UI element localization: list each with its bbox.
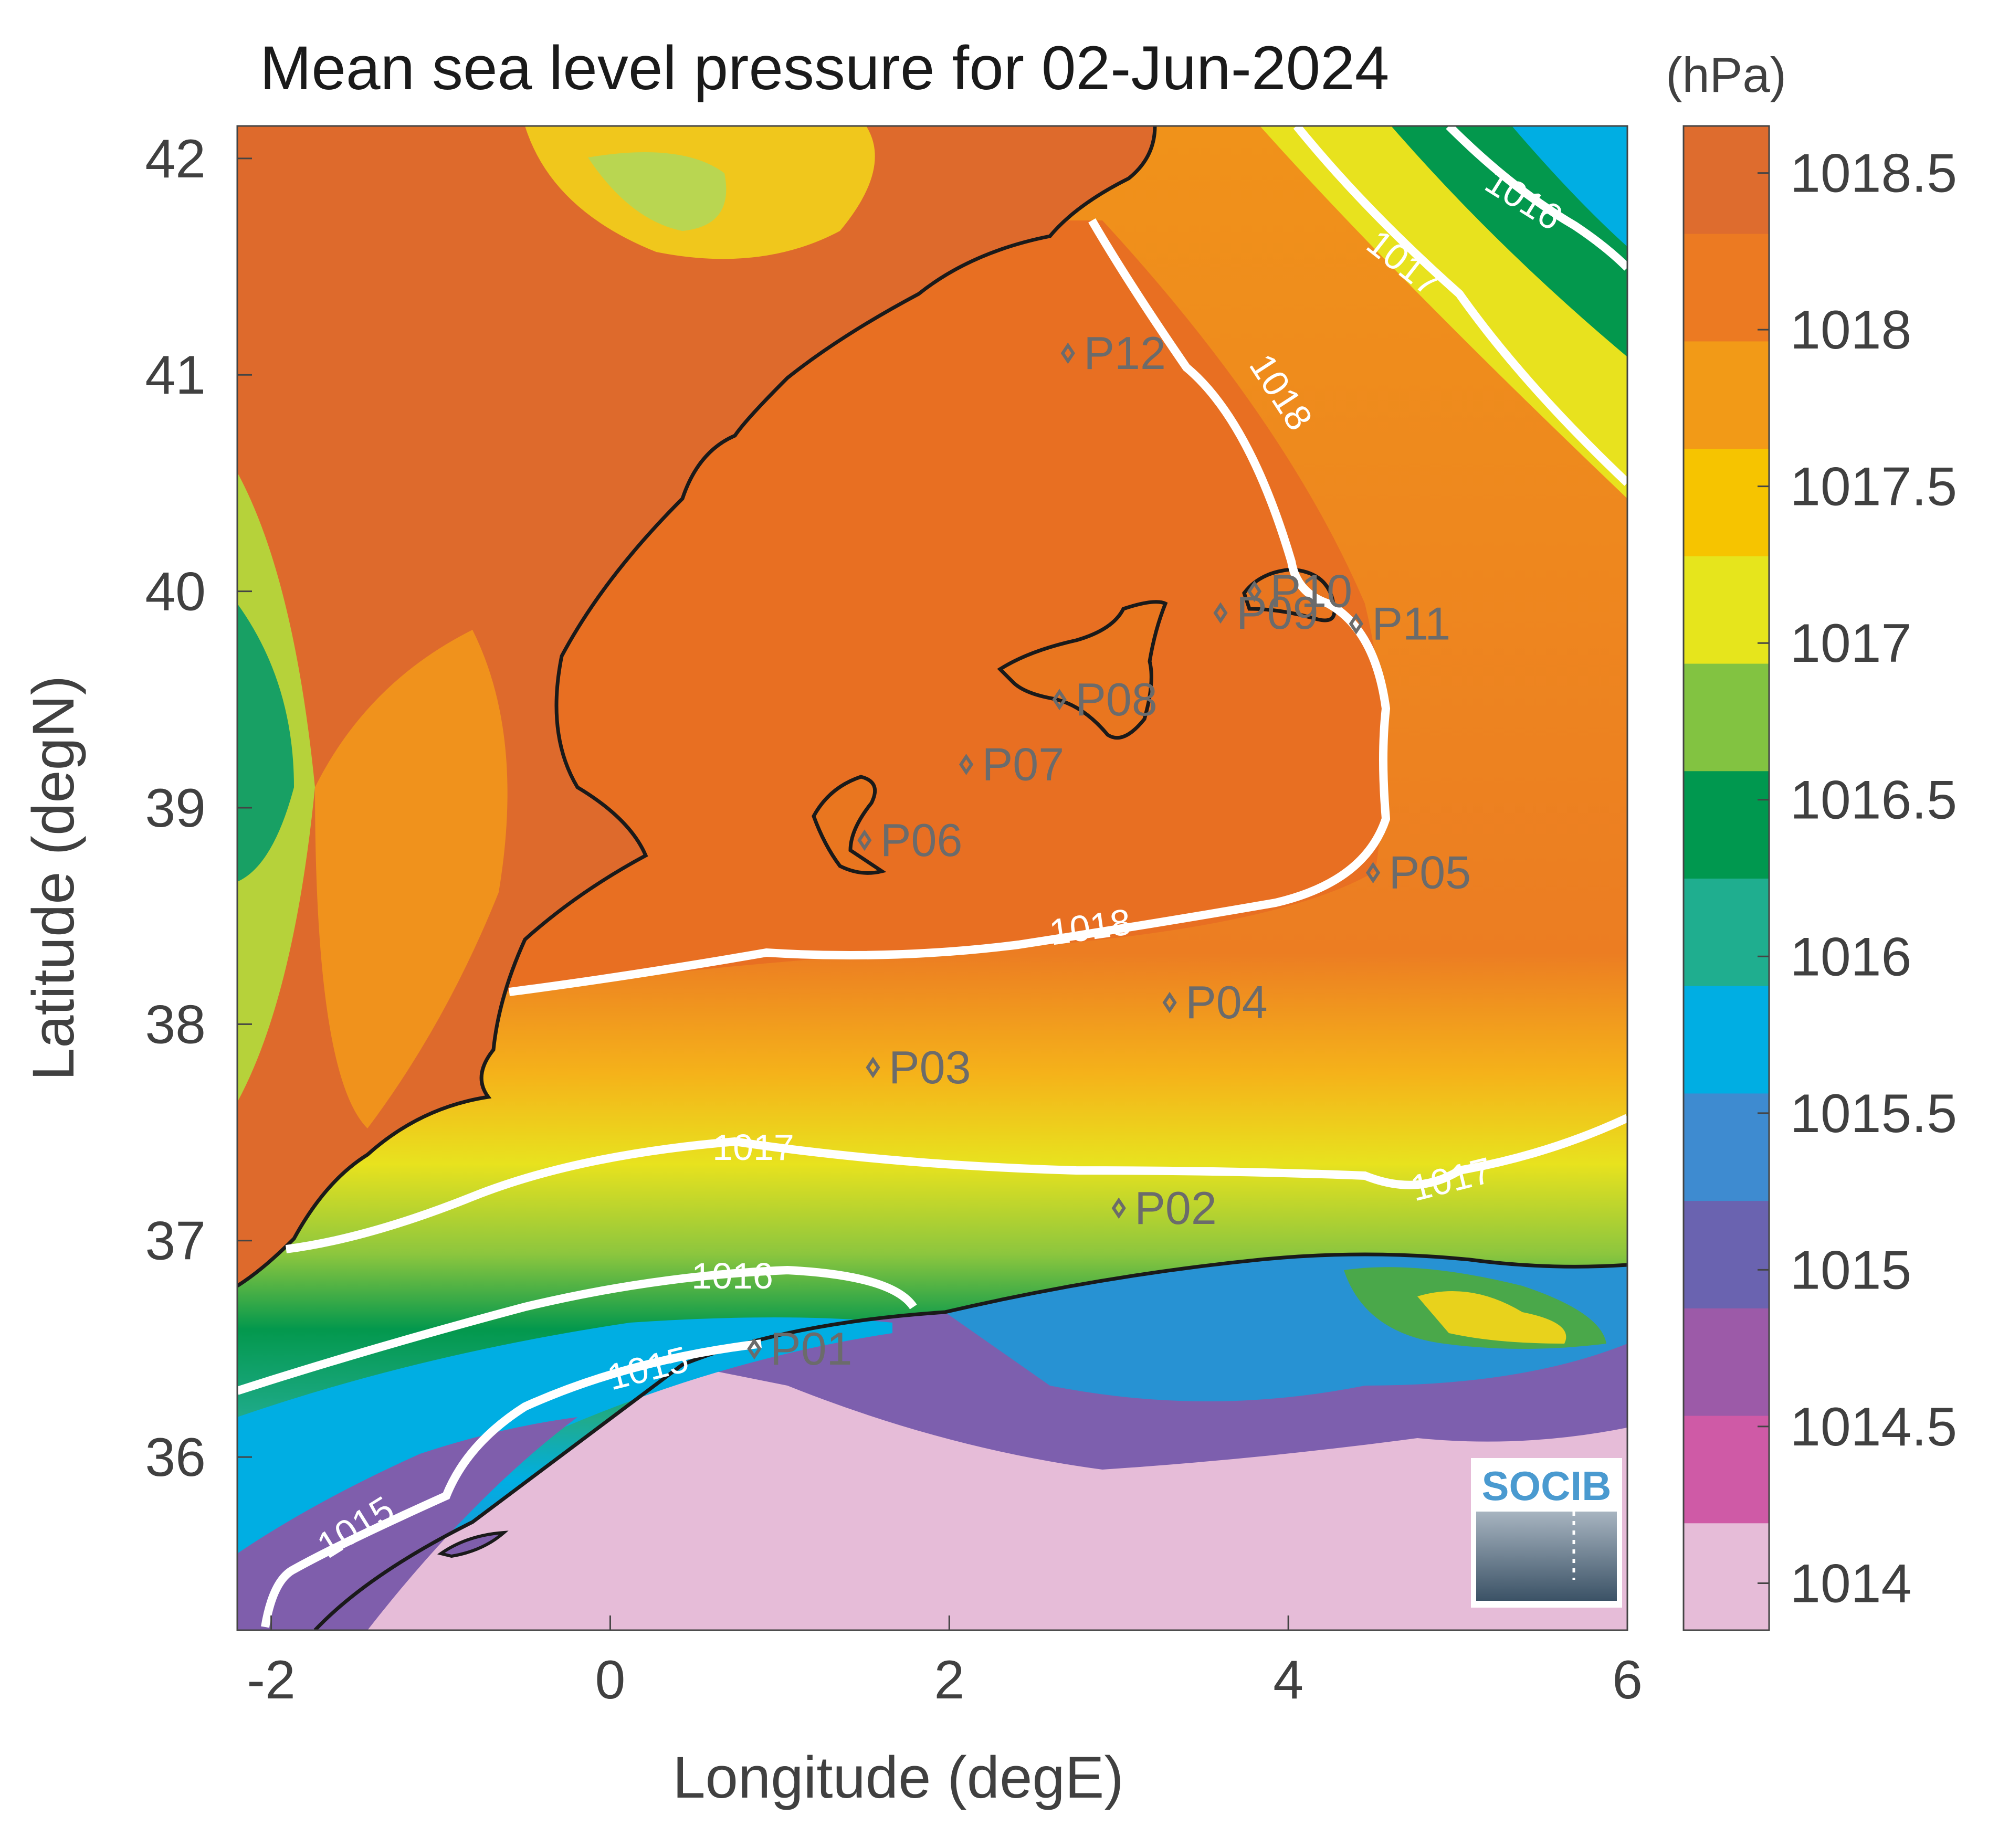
station-label: P04 <box>1185 976 1268 1028</box>
colorbar-tick-label: 1017.5 <box>1790 457 1957 518</box>
africa-yellow-patch <box>1417 1291 1566 1344</box>
y-tick-label: 39 <box>145 778 206 839</box>
station-marker <box>1213 602 1228 624</box>
x-tick-label: 2 <box>934 1650 964 1710</box>
station-marker <box>1111 1197 1126 1219</box>
station-marker <box>1247 580 1262 603</box>
station-label: P01 <box>770 1323 853 1375</box>
colorbar-segment <box>1684 1093 1769 1201</box>
mallorca-island <box>997 600 1168 740</box>
y-tick-label: 40 <box>145 562 206 622</box>
station-marker <box>866 1057 880 1079</box>
station-marker <box>857 829 872 851</box>
x-axis-ticks: -2 0 2 4 6 <box>247 1615 1643 1710</box>
colorbar-segment <box>1684 1307 1769 1416</box>
x-tick-label: 0 <box>595 1650 626 1710</box>
colorbar-segment <box>1684 1523 1769 1631</box>
y-tick-label: 38 <box>145 994 206 1055</box>
chart-title: Mean sea level pressure for 02-Jun-2024 <box>260 34 1389 103</box>
colorbar-tick-label: 1014.5 <box>1790 1397 1957 1458</box>
colorbar-tick-label: 1018 <box>1790 300 1911 361</box>
colorbar-tick-label: 1015.5 <box>1790 1083 1957 1144</box>
station-marker <box>1366 862 1381 884</box>
iberia-green-north <box>588 152 727 231</box>
sw-purple-zone <box>237 1417 577 1630</box>
station-label: P06 <box>880 814 963 866</box>
x-tick-label: 4 <box>1273 1650 1303 1710</box>
colorbar-tick-label: 1016 <box>1790 926 1911 987</box>
logo-graphic <box>1476 1512 1617 1601</box>
colorbar-segment <box>1684 555 1769 664</box>
station-label: P11 <box>1372 597 1450 649</box>
station-label: P07 <box>982 738 1065 790</box>
contour-1016-north <box>1446 126 1627 271</box>
iberia-green-highlands <box>237 604 294 882</box>
x-tick-label: 6 <box>1612 1650 1643 1710</box>
station-marker <box>959 754 974 775</box>
colorbar-tick-label: 1014 <box>1790 1553 1911 1614</box>
station-marker <box>1162 991 1177 1013</box>
y-axis-ticks: 36 37 38 39 40 41 42 <box>145 129 252 1488</box>
ne-blue-zone <box>1512 126 1627 247</box>
contour-label: 1016 <box>691 1255 773 1296</box>
sw-blue-zone <box>237 1317 892 1630</box>
colorbar-segment <box>1684 878 1769 986</box>
contour-1015 <box>261 1339 762 1628</box>
colorbar-tick-label: 1018.5 <box>1790 143 1957 204</box>
colorbar-unit: (hPa) <box>1666 47 1786 102</box>
contour-1018 <box>508 218 1391 996</box>
colorbar-segments <box>1684 126 1769 1631</box>
colorbar-segment <box>1684 663 1769 772</box>
station-label: P03 <box>889 1041 971 1093</box>
y-tick-label: 41 <box>145 345 206 406</box>
contour-label: 1017 <box>712 1127 794 1168</box>
colorbar-tick-label: 1016.5 <box>1790 770 1957 831</box>
contour-1017-north <box>1293 126 1627 486</box>
station-label: P12 <box>1084 327 1166 379</box>
y-axis-label: Latitude (degN) <box>20 675 86 1081</box>
ibiza-island <box>812 775 887 875</box>
iberia-land <box>237 126 1155 1286</box>
contour-1017-south <box>285 1114 1627 1253</box>
station-label: P02 <box>1134 1182 1217 1234</box>
colorbar-frame <box>1682 125 1770 1631</box>
station-marker <box>1349 613 1363 635</box>
colorbar-segment <box>1684 126 1769 234</box>
colorbar-ticks: 1014 1014.5 1015 1015.5 1016 1016.5 1017 1017.5… <box>1758 143 1957 1614</box>
station-marker <box>1052 689 1067 711</box>
logo-text: SOCIB <box>1481 1463 1611 1509</box>
alboran-island <box>437 1530 509 1558</box>
map-panel: 1018 1018 1017 1017 1017 1016 1016 1015 … <box>237 126 1627 1630</box>
station-label: P10 <box>1270 565 1353 617</box>
station-marker <box>747 1338 762 1360</box>
y-tick-label: 42 <box>145 129 206 189</box>
colorbar-segment <box>1684 1415 1769 1524</box>
iberia-orange-coast <box>315 630 508 1128</box>
x-tick-label: -2 <box>247 1650 295 1710</box>
colorbar-segment <box>1684 1200 1769 1308</box>
africa-coastline <box>313 1252 1627 1630</box>
y-tick-label: 37 <box>145 1211 206 1272</box>
colorbar-segment <box>1684 233 1769 342</box>
station-label: P05 <box>1389 847 1471 899</box>
station-label: P09 <box>1236 587 1319 639</box>
colorbar-segment <box>1684 448 1769 556</box>
contour-1016-south <box>237 1265 917 1395</box>
y-tick-label: 36 <box>145 1427 206 1488</box>
colorbar-segment <box>1684 770 1769 879</box>
colorbar-tick-label: 1017 <box>1790 613 1911 674</box>
colorbar-segment <box>1684 341 1769 449</box>
iberia-coastline <box>237 126 1157 1287</box>
station-marker <box>1060 342 1075 364</box>
colorbar-segment <box>1684 985 1769 1094</box>
socib-logo: SOCIB <box>1471 1458 1622 1608</box>
station-label: P08 <box>1075 673 1158 725</box>
map-frame <box>236 125 1628 1631</box>
colorbar: 1014 1014.5 1015 1015.5 1016 1016.5 1017 1017.5… <box>1666 47 1957 1631</box>
x-axis-label: Longitude (degE) <box>672 1745 1123 1810</box>
colorbar-tick-label: 1015 <box>1790 1240 1911 1301</box>
